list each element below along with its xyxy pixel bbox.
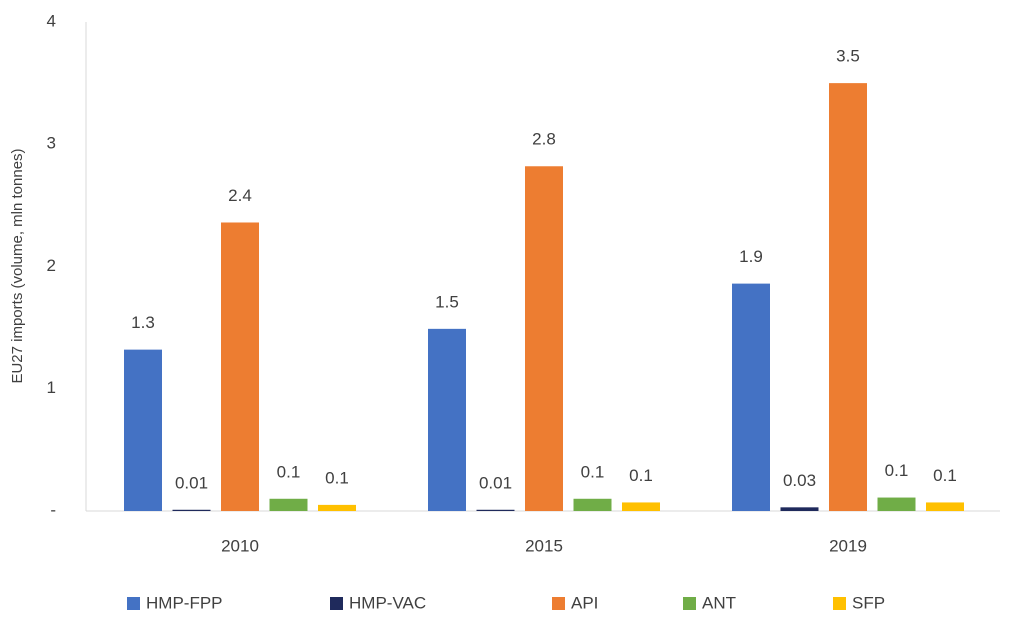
legend-swatch xyxy=(683,597,696,610)
data-label: 0.1 xyxy=(325,468,349,487)
data-label: 2.4 xyxy=(228,186,252,205)
bar xyxy=(172,509,211,511)
data-label: 1.3 xyxy=(131,313,155,332)
data-label: 1.5 xyxy=(435,292,459,311)
bar xyxy=(780,507,819,511)
y-tick-label: 1 xyxy=(47,378,56,397)
bar xyxy=(476,509,515,511)
legend-label: SFP xyxy=(852,593,885,612)
data-label: 2.8 xyxy=(532,130,556,149)
bar xyxy=(926,502,964,511)
x-tick-label: 2019 xyxy=(829,536,867,555)
legend-label: ANT xyxy=(702,593,736,612)
y-axis-title: EU27 imports (volume, mln tonnes) xyxy=(9,148,26,383)
data-label: 0.1 xyxy=(277,462,301,481)
bar xyxy=(124,349,162,511)
bar xyxy=(525,166,563,511)
y-tick-label: 2 xyxy=(47,256,56,275)
legend-swatch xyxy=(330,597,343,610)
bar xyxy=(622,502,660,511)
legend-swatch xyxy=(127,597,140,610)
x-tick-label: 2015 xyxy=(525,536,563,555)
data-label: 1.9 xyxy=(739,247,763,266)
data-label: 0.01 xyxy=(175,473,208,492)
bar xyxy=(877,497,916,511)
bar xyxy=(318,504,356,511)
data-label: 0.1 xyxy=(629,466,653,485)
data-label: 0.03 xyxy=(783,471,816,490)
bar xyxy=(428,328,466,511)
y-tick-label: - xyxy=(50,500,56,519)
data-label: 0.1 xyxy=(581,462,605,481)
y-tick-label: 4 xyxy=(47,11,56,30)
x-tick-label: 2010 xyxy=(221,536,259,555)
legend-label: HMP-VAC xyxy=(349,593,426,612)
y-tick-label: 3 xyxy=(47,134,56,153)
bar xyxy=(829,83,867,511)
data-label: 0.1 xyxy=(933,466,957,485)
data-label: 3.5 xyxy=(836,47,860,66)
data-label: 0.1 xyxy=(885,461,909,480)
legend-swatch xyxy=(833,597,846,610)
legend-label: API xyxy=(571,593,598,612)
legend-swatch xyxy=(552,597,565,610)
bar xyxy=(573,498,612,511)
legend-label: HMP-FPP xyxy=(146,593,223,612)
bar xyxy=(269,498,308,511)
bar xyxy=(221,222,259,512)
data-label: 0.01 xyxy=(479,473,512,492)
bar xyxy=(732,283,770,511)
